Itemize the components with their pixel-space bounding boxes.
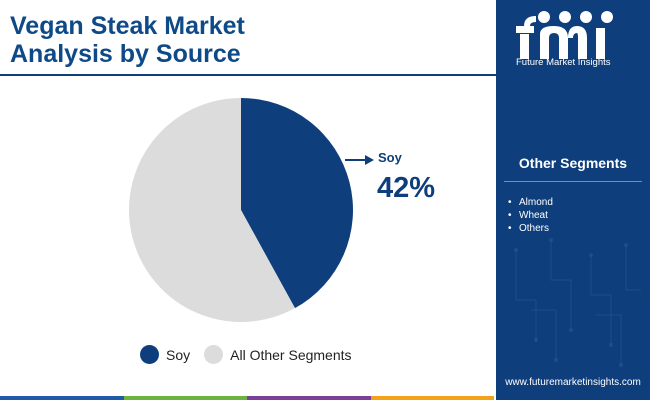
callout-label: Soy xyxy=(378,150,402,165)
accent-segment xyxy=(123,396,247,400)
legend-label-soy: Soy xyxy=(166,346,191,363)
sidebar-panel: Future Market Insights Other Segments Al… xyxy=(496,0,650,400)
other-segments-list: Almond Wheat Others xyxy=(508,196,553,235)
segments-divider xyxy=(504,181,642,182)
website-link[interactable]: www.futuremarketinsights.com xyxy=(505,377,641,388)
accent-segment xyxy=(247,396,371,400)
callout-percentage: 42% xyxy=(377,172,436,204)
chart-legend: Soy All Other Segments xyxy=(140,345,366,364)
accent-segment xyxy=(370,396,494,400)
list-item: Wheat xyxy=(508,209,553,222)
pie-chart xyxy=(129,98,354,322)
legend-swatch-soy xyxy=(140,345,159,364)
title-line-2: Analysis by Source xyxy=(10,40,241,68)
title-divider xyxy=(0,74,496,76)
list-item: Almond xyxy=(508,196,553,209)
chart-area xyxy=(0,80,494,390)
other-segments-title: Other Segments xyxy=(518,155,628,171)
legend-item-soy: Soy xyxy=(140,345,190,364)
page-title: Vegan Steak Market Analysis by Source xyxy=(10,12,330,68)
legend-item-other: All Other Segments xyxy=(204,345,352,364)
fmi-logo-icon xyxy=(516,11,613,59)
list-item: Others xyxy=(508,222,553,235)
legend-swatch-other xyxy=(204,345,224,364)
bottom-accent-bar xyxy=(0,396,494,400)
title-line-1: Vegan Steak Market xyxy=(10,12,245,40)
callout-arrow-icon xyxy=(345,155,374,165)
pie-slice-soy xyxy=(241,98,354,309)
accent-segment xyxy=(0,396,124,400)
pie-slice-all-other-segments xyxy=(129,98,295,322)
legend-label-other: All Other Segments xyxy=(230,346,352,363)
logo-wordmark: Future Market Insights xyxy=(516,57,611,68)
circuit-pattern-icon xyxy=(514,238,641,367)
